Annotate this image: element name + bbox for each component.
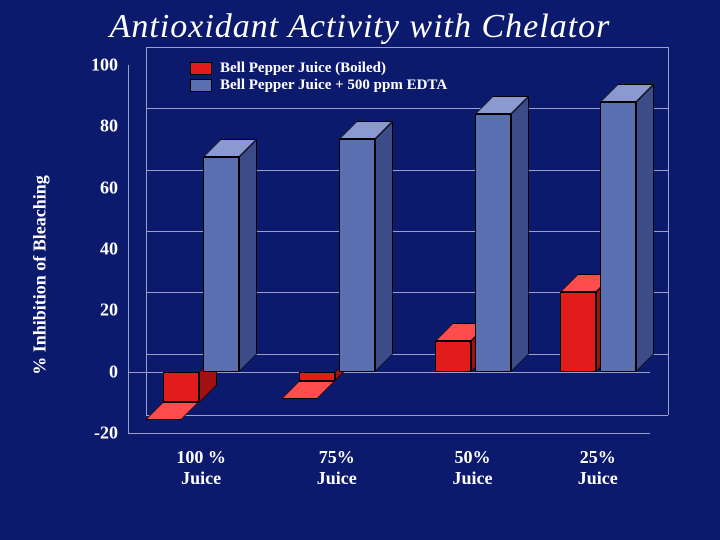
- axis-line: [128, 65, 129, 433]
- bar: [203, 157, 239, 372]
- x-category-label: 25%Juice: [543, 447, 653, 488]
- slide-title: Antioxidant Activity with Chelator: [0, 8, 720, 46]
- y-tick-label: 40: [100, 239, 118, 260]
- bar: [339, 139, 375, 372]
- y-tick-label: 20: [100, 300, 118, 321]
- axis-line: [128, 433, 650, 434]
- gridline: [146, 108, 668, 109]
- y-tick-label: 100: [91, 55, 118, 76]
- x-category-label: 50%Juice: [418, 447, 528, 488]
- bar: [299, 372, 335, 381]
- gridline: [146, 47, 668, 48]
- x-category-label: 100 %Juice: [146, 447, 256, 488]
- slide: Antioxidant Activity with Chelator % Inh…: [0, 0, 720, 540]
- plot-area: -20020406080100100 %Juice75%Juice50%Juic…: [128, 65, 650, 433]
- chart: % Inhibition of Bleaching Bell Pepper Ju…: [50, 60, 670, 490]
- bar: [600, 102, 636, 372]
- y-tick-label: 80: [100, 116, 118, 137]
- y-tick-label: -20: [94, 423, 118, 444]
- bar: [435, 341, 471, 372]
- bar: [475, 114, 511, 372]
- y-axis-label: % Inhibition of Bleaching: [30, 175, 51, 375]
- gridline: [146, 415, 668, 416]
- axis-line: [668, 47, 669, 415]
- x-category-label: 75%Juice: [282, 447, 392, 488]
- bar: [560, 292, 596, 372]
- y-tick-label: 60: [100, 177, 118, 198]
- y-tick-label: 0: [109, 361, 118, 382]
- bar: [163, 372, 199, 403]
